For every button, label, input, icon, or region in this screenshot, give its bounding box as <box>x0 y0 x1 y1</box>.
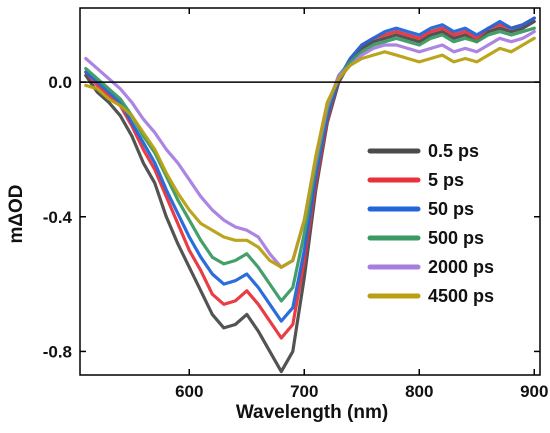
y-tick-label: -0.4 <box>43 208 73 227</box>
x-axis-title: Wavelength (nm) <box>236 402 388 423</box>
x-tick-label: 800 <box>405 382 433 401</box>
x-tick-label: 600 <box>175 382 203 401</box>
legend-label-1: 5 ps <box>428 170 464 190</box>
legend: 0.5 ps 5 ps 50 ps 500 ps 2000 ps 4500 ps <box>367 141 494 306</box>
axes-layer: 600 700 800 900 0.0 -0.4 -0.8 <box>43 7 548 401</box>
legend-label-0: 0.5 ps <box>428 141 479 161</box>
legend-label-5: 4500 ps <box>428 286 494 306</box>
series-line-2 <box>84 16 536 323</box>
y-axis-title: mΔOD <box>6 184 27 243</box>
plot-frame <box>79 7 541 376</box>
y-tick-label: -0.8 <box>43 342 72 361</box>
legend-label-2: 50 ps <box>428 199 474 219</box>
x-tick-label: 900 <box>520 382 548 401</box>
series-line-0 <box>84 19 536 374</box>
series-layer <box>84 16 536 374</box>
y-tick-label: 0.0 <box>48 73 72 92</box>
legend-label-3: 500 ps <box>428 228 484 248</box>
legend-label-4: 2000 ps <box>428 257 494 277</box>
x-tick-label: 700 <box>290 382 318 401</box>
series-line-5 <box>84 36 536 269</box>
